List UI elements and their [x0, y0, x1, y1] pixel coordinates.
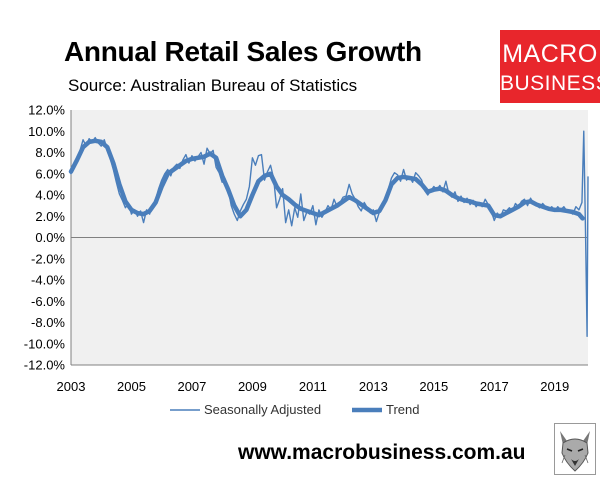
x-axis-ticks: 2003 2005 2007 2009 2011 2013 2015 2017 2019 — [57, 379, 570, 394]
y-tick-label: 10.0% — [28, 124, 65, 139]
series-layer — [68, 130, 589, 338]
y-tick-label: 6.0% — [35, 166, 65, 181]
y-tick-label: -12.0% — [24, 358, 66, 373]
y-tick-label: 2.0% — [35, 209, 65, 224]
y-tick-label: -8.0% — [31, 315, 65, 330]
y-tick-label: 4.0% — [35, 188, 65, 203]
x-tick-label: 2015 — [419, 379, 448, 394]
y-tick-label: -10.0% — [24, 336, 66, 351]
y-tick-label: -6.0% — [31, 294, 65, 309]
chart-subtitle: Source: Australian Bureau of Statistics — [68, 76, 358, 95]
x-tick-label: 2009 — [238, 379, 267, 394]
legend-label-seasonally-adjusted: Seasonally Adjusted — [204, 402, 321, 417]
page-title: Annual Retail Sales Growth — [64, 36, 422, 67]
retail-sales-chart: 12.0% 10.0% 8.0% 6.0% 4.0% 2.0% 0.0% -2.0% -4.0%… — [24, 103, 589, 417]
legend-label-trend: Trend — [386, 402, 419, 417]
x-tick-label: 2005 — [117, 379, 146, 394]
x-tick-label: 2011 — [299, 379, 327, 394]
macrobusiness-logo[interactable]: MACRO BUSINESS — [500, 30, 611, 103]
logo-line-business: BUSINESS — [500, 72, 611, 95]
y-tick-label: 0.0% — [35, 230, 65, 245]
website-url[interactable]: www.macrobusiness.com.au — [238, 441, 526, 464]
y-tick-label: 12.0% — [28, 103, 65, 118]
x-tick-label: 2003 — [57, 379, 86, 394]
x-tick-label: 2013 — [359, 379, 388, 394]
x-tick-label: 2019 — [540, 379, 569, 394]
y-tick-label: -4.0% — [31, 273, 65, 288]
y-tick-label: 8.0% — [35, 145, 65, 160]
y-axis-ticks: 12.0% 10.0% 8.0% 6.0% 4.0% 2.0% 0.0% -2.0% -4.0%… — [24, 103, 66, 373]
wolf-icon — [554, 423, 596, 475]
x-tick-label: 2007 — [177, 379, 206, 394]
logo-line-macro: MACRO — [502, 40, 598, 68]
y-tick-label: -2.0% — [31, 251, 65, 266]
x-tick-label: 2017 — [480, 379, 509, 394]
legend: Seasonally Adjusted Trend — [170, 402, 419, 417]
series-line-seasonally-adjusted — [70, 130, 589, 338]
